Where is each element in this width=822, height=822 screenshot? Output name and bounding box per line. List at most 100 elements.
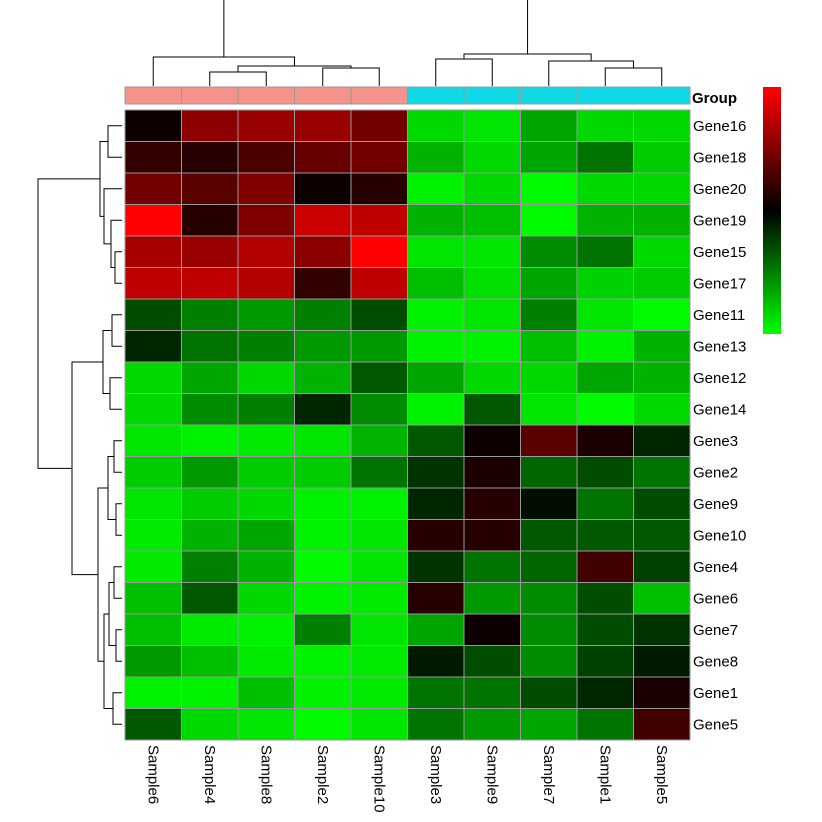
heatmap-cell bbox=[633, 424, 691, 457]
heatmap-cell bbox=[181, 235, 239, 268]
group-annotation-bar bbox=[124, 86, 691, 105]
heatmap-cell bbox=[633, 298, 691, 331]
heatmap-cell bbox=[520, 141, 578, 174]
heatmap-cell bbox=[294, 613, 352, 646]
heatmap-cell bbox=[350, 424, 408, 457]
heatmap-cell bbox=[294, 141, 352, 174]
heatmap-cell bbox=[294, 298, 352, 331]
heatmap-cell bbox=[520, 645, 578, 678]
heatmap-cell bbox=[576, 235, 634, 268]
heatmap-cell bbox=[633, 141, 691, 174]
heatmap-cell bbox=[237, 424, 295, 457]
heatmap-cell bbox=[237, 613, 295, 646]
heatmap-cell bbox=[237, 298, 295, 331]
heatmap-cell bbox=[294, 645, 352, 678]
heatmap-cell bbox=[124, 235, 182, 268]
heatmap-cell bbox=[633, 708, 691, 741]
heatmap-cell bbox=[407, 487, 465, 520]
heatmap-cell bbox=[633, 613, 691, 646]
heatmap-cell bbox=[181, 361, 239, 394]
column-label: Sample6 bbox=[144, 745, 161, 804]
heatmap-cell bbox=[520, 330, 578, 363]
heatmap-cell bbox=[237, 204, 295, 237]
heatmap-cell bbox=[181, 582, 239, 615]
row-label: Gene14 bbox=[693, 401, 746, 418]
heatmap-cell bbox=[407, 676, 465, 709]
column-label: Sample9 bbox=[483, 745, 500, 804]
heatmap-cell bbox=[520, 519, 578, 552]
heatmap-cell bbox=[463, 424, 521, 457]
heatmap-cell bbox=[633, 330, 691, 363]
heatmap-cell bbox=[633, 550, 691, 583]
dendrogram-branch bbox=[114, 251, 122, 284]
heatmap-cell bbox=[124, 424, 182, 457]
heatmap-cell bbox=[633, 456, 691, 489]
dendrogram-branch bbox=[548, 60, 634, 86]
dendrogram-branch bbox=[108, 582, 116, 646]
heatmap-cell bbox=[407, 109, 465, 142]
heatmap-cell bbox=[407, 582, 465, 615]
heatmap-cell bbox=[633, 109, 691, 142]
heatmap-cell bbox=[463, 613, 521, 646]
heatmap-cell bbox=[294, 708, 352, 741]
group-cell bbox=[350, 86, 408, 105]
dendrogram-branch bbox=[110, 219, 122, 268]
row-label: Gene16 bbox=[693, 118, 746, 135]
heatmap-cell bbox=[576, 204, 634, 237]
heatmap-cell bbox=[520, 676, 578, 709]
heatmap-cell bbox=[181, 456, 239, 489]
row-label: Gene8 bbox=[693, 653, 738, 670]
row-label: Gene2 bbox=[693, 464, 738, 481]
group-cell bbox=[633, 86, 691, 105]
heatmap-cell bbox=[294, 235, 352, 268]
dendrogram-branch bbox=[209, 71, 267, 86]
heatmap-cell bbox=[124, 393, 182, 426]
heatmap-cell bbox=[350, 141, 408, 174]
heatmap-cell bbox=[350, 708, 408, 741]
heatmap-cell bbox=[520, 361, 578, 394]
row-label: Gene3 bbox=[693, 433, 738, 450]
dendrogram-branch bbox=[103, 188, 122, 245]
row-label: Gene13 bbox=[693, 338, 746, 355]
dendrogram-branch bbox=[463, 53, 592, 61]
heatmap-cell bbox=[633, 676, 691, 709]
row-label: Gene5 bbox=[693, 716, 738, 733]
heatmap-cell bbox=[463, 109, 521, 142]
heatmap-cell bbox=[576, 267, 634, 300]
heatmap-cell bbox=[576, 109, 634, 142]
heatmap-cell bbox=[181, 424, 239, 457]
heatmap-cell bbox=[463, 519, 521, 552]
heatmap-cell bbox=[520, 298, 578, 331]
heatmap-cell bbox=[463, 645, 521, 678]
heatmap-cell bbox=[463, 204, 521, 237]
heatmap-cell bbox=[124, 676, 182, 709]
heatmap-cell bbox=[294, 456, 352, 489]
heatmap-cell bbox=[294, 172, 352, 205]
heatmap-cell bbox=[181, 109, 239, 142]
heatmap-cell bbox=[350, 361, 408, 394]
dendrogram-branch bbox=[97, 487, 108, 662]
group-cell bbox=[181, 86, 239, 105]
heatmap-cell bbox=[463, 708, 521, 741]
heatmap-cell bbox=[407, 330, 465, 363]
heatmap-cell bbox=[407, 361, 465, 394]
heatmap-cell bbox=[294, 330, 352, 363]
heatmap-cell bbox=[633, 393, 691, 426]
heatmap-cell bbox=[520, 204, 578, 237]
heatmap-cell bbox=[124, 298, 182, 331]
heatmap-cell bbox=[407, 204, 465, 237]
heatmap-cell bbox=[407, 267, 465, 300]
column-label: Sample10 bbox=[370, 745, 387, 813]
heatmap-cell bbox=[633, 361, 691, 394]
dendrogram-branch bbox=[107, 125, 122, 158]
group-cell bbox=[124, 86, 182, 105]
row-dendrogram bbox=[37, 125, 122, 725]
row-label: Gene7 bbox=[693, 622, 738, 639]
heatmap-cell bbox=[576, 141, 634, 174]
row-label: Gene19 bbox=[693, 212, 746, 229]
heatmap-cell bbox=[520, 613, 578, 646]
heatmap-cell bbox=[237, 393, 295, 426]
heatmap-cell bbox=[181, 487, 239, 520]
heatmap-cell bbox=[463, 676, 521, 709]
heatmap-cell bbox=[576, 676, 634, 709]
